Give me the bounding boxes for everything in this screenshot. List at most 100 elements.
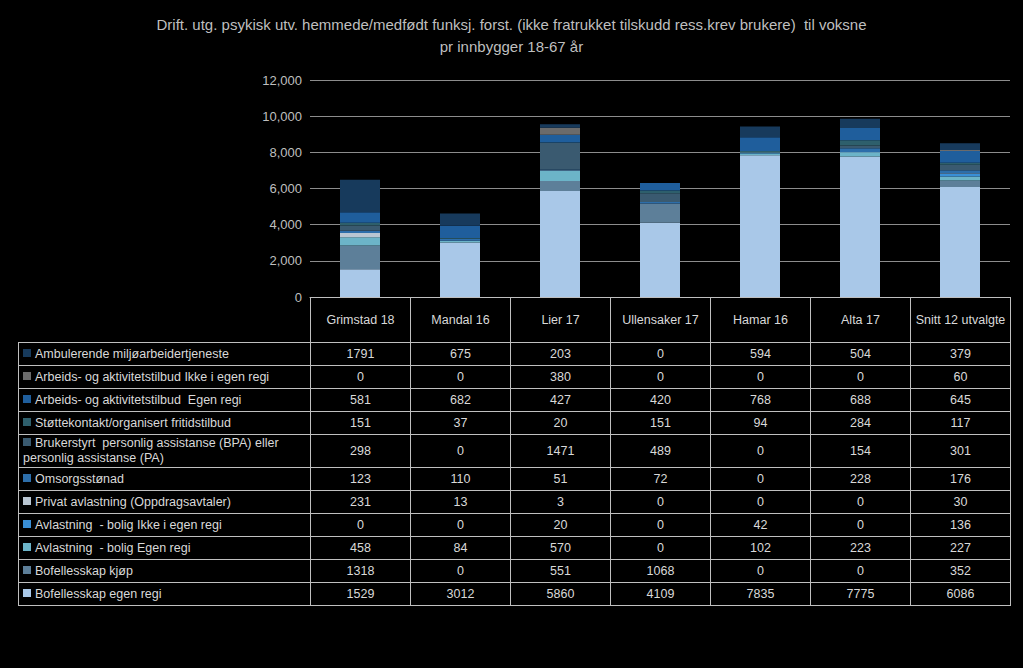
svg-text:Drift. utg. psykisk utv. hemme: Drift. utg. psykisk utv. hemmede/medfødt…	[157, 16, 867, 33]
html-text:0: 0	[457, 444, 464, 458]
html-text:1318: 1318	[346, 564, 375, 578]
html-text:0: 0	[357, 370, 364, 384]
html-text:594: 594	[750, 347, 771, 361]
html-text:176: 176	[950, 472, 971, 486]
html-text:4109: 4109	[646, 587, 675, 601]
html-text:228: 228	[850, 472, 871, 486]
html-text:Bofellesskap kjøp: Bofellesskap kjøp	[35, 563, 133, 578]
svg-text:12,000: 12,000	[262, 73, 302, 88]
html-text:420: 420	[650, 393, 671, 407]
html-text:0: 0	[457, 518, 464, 532]
html-text:Lier 17: Lier 17	[541, 313, 580, 327]
html-text:Brukerstyrt personlig assistan: Brukerstyrt personlig assistanse (BPA) e…	[23, 436, 283, 465]
html-text:301: 301	[950, 444, 971, 458]
html-text:0: 0	[857, 495, 864, 509]
svg-text:pr innbygger 18-67 år: pr innbygger 18-67 år	[440, 38, 583, 55]
html-text:151: 151	[650, 416, 671, 430]
html-text:123: 123	[350, 472, 371, 486]
svg-text:10,000: 10,000	[262, 109, 302, 124]
html-text:1529: 1529	[346, 587, 375, 601]
html-text:Alta 17: Alta 17	[841, 313, 880, 327]
html-text:380: 380	[550, 370, 571, 384]
svg-text:8,000: 8,000	[269, 145, 302, 160]
html-text:298: 298	[350, 444, 371, 458]
html-text:5860: 5860	[546, 587, 575, 601]
html-text:1068: 1068	[646, 564, 675, 578]
html-text:102: 102	[750, 541, 771, 555]
html-text:0: 0	[657, 518, 664, 532]
html-text:30: 30	[953, 495, 968, 509]
html-text:Snitt 12 utvalgte: Snitt 12 utvalgte	[915, 313, 1006, 327]
html-text:51: 51	[553, 472, 568, 486]
html-text:458: 458	[350, 541, 371, 555]
html-text:37: 37	[453, 416, 468, 430]
html-text:489: 489	[650, 444, 671, 458]
html-text:0: 0	[457, 370, 464, 384]
svg-text:4,000: 4,000	[269, 217, 302, 232]
html-text:379: 379	[950, 347, 971, 361]
html-text:0: 0	[757, 472, 764, 486]
html-text:227: 227	[950, 541, 971, 555]
html-text:0: 0	[657, 347, 664, 361]
html-text:Ullensaker 17: Ullensaker 17	[622, 313, 699, 327]
html-text:Avlastning - bolig Ikke i egen: Avlastning - bolig Ikke i egen regi	[35, 517, 222, 532]
html-text:42: 42	[753, 518, 768, 532]
html-text:6086: 6086	[946, 587, 975, 601]
html-text:504: 504	[850, 347, 871, 361]
html-text:3012: 3012	[446, 587, 475, 601]
html-text:675: 675	[450, 347, 471, 361]
html-text:0: 0	[657, 495, 664, 509]
html-text:Bofellesskap egen regi: Bofellesskap egen regi	[35, 586, 162, 601]
html-text:84: 84	[453, 541, 468, 555]
html-text:94: 94	[753, 416, 768, 430]
html-text:0: 0	[657, 370, 664, 384]
html-text:7835: 7835	[746, 587, 775, 601]
html-text:Arbeids- og aktivitetstilbud I: Arbeids- og aktivitetstilbud Ikke i egen…	[35, 369, 270, 384]
html-text:154: 154	[850, 444, 871, 458]
html-text:151: 151	[350, 416, 371, 430]
html-text:352: 352	[950, 564, 971, 578]
html-text:645: 645	[950, 393, 971, 407]
html-text:Mandal 16: Mandal 16	[431, 313, 490, 327]
html-text:581: 581	[350, 393, 371, 407]
svg-text:2,000: 2,000	[269, 253, 302, 268]
html-text:0: 0	[757, 444, 764, 458]
html-text:551: 551	[550, 564, 571, 578]
html-text:0: 0	[857, 370, 864, 384]
html-text:768: 768	[750, 393, 771, 407]
html-text:Grimstad 18: Grimstad 18	[326, 313, 395, 327]
html-text:20: 20	[553, 518, 568, 532]
html-text:110: 110	[450, 472, 471, 486]
html-text:1471: 1471	[546, 444, 575, 458]
html-text:688: 688	[850, 393, 871, 407]
html-text:1791: 1791	[346, 347, 375, 361]
html-text:Ambulerende miljøarbeidertjene: Ambulerende miljøarbeidertjeneste	[35, 346, 229, 361]
html-text:682: 682	[450, 393, 471, 407]
html-text:117: 117	[950, 416, 971, 430]
html-text:20: 20	[553, 416, 568, 430]
html-text:231: 231	[350, 495, 371, 509]
html-text:Avlastning - bolig Egen regi: Avlastning - bolig Egen regi	[35, 540, 191, 555]
html-text:Arbeids- og aktivitetstilbud E: Arbeids- og aktivitetstilbud Egen regi	[35, 392, 242, 407]
html-text:0: 0	[757, 370, 764, 384]
html-text:203: 203	[550, 347, 571, 361]
html-text:Støttekontakt/organisert friti: Støttekontakt/organisert fritidstilbud	[35, 415, 231, 430]
html-text:3: 3	[557, 495, 564, 509]
html-text:7775: 7775	[846, 587, 875, 601]
html-text:Privat avlastning (Oppdragsavt: Privat avlastning (Oppdragsavtaler)	[35, 494, 231, 509]
svg-text:0: 0	[295, 290, 302, 305]
html-text:570: 570	[550, 541, 571, 555]
html-text:72: 72	[653, 472, 668, 486]
html-text:Omsorgsstønad: Omsorgsstønad	[35, 471, 124, 486]
html-text:0: 0	[357, 518, 364, 532]
html-text:0: 0	[857, 518, 864, 532]
html-text:13: 13	[453, 495, 468, 509]
html-text:223: 223	[850, 541, 871, 555]
html-text:Hamar 16: Hamar 16	[733, 313, 788, 327]
html-text:284: 284	[850, 416, 871, 430]
html-text:60: 60	[953, 370, 968, 384]
html-text:0: 0	[757, 495, 764, 509]
html-text:136: 136	[950, 518, 971, 532]
html-text:427: 427	[550, 393, 571, 407]
svg-text:6,000: 6,000	[269, 181, 302, 196]
